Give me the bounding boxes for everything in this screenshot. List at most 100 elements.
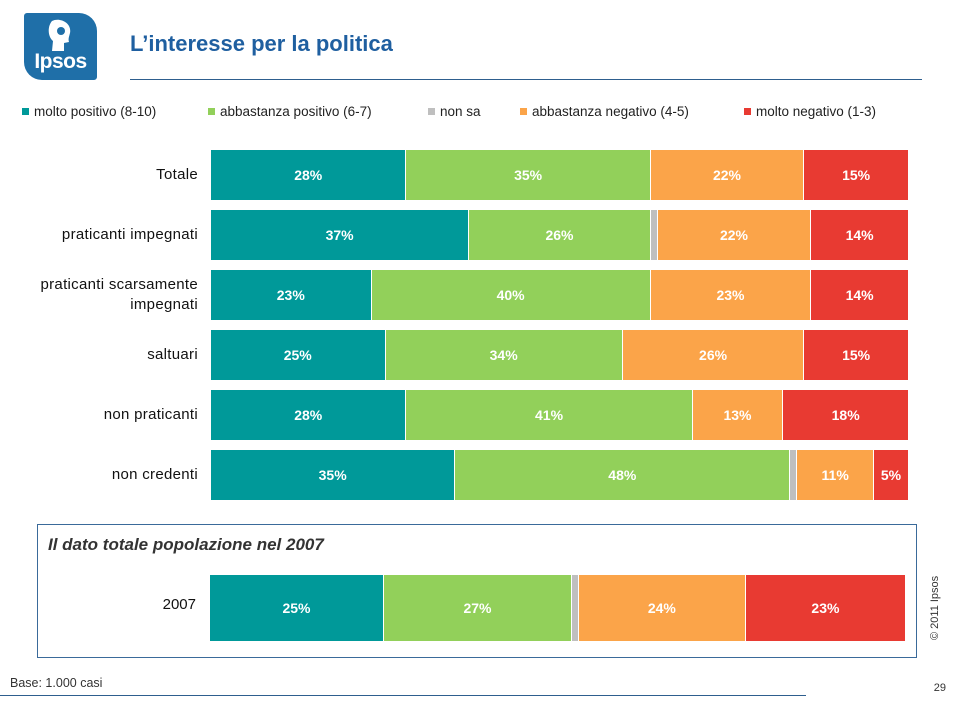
base-note: Base: 1.000 casi [10, 676, 103, 690]
bar-segment: 25% [210, 575, 384, 641]
bar-segment: 15% [804, 150, 909, 200]
bar-segment: 34% [385, 330, 623, 380]
panel-title: Il dato totale popolazione nel 2007 [48, 535, 324, 554]
legend-item: molto positivo (8-10) [22, 104, 156, 119]
panel-2007: Il dato totale popolazione nel 2007 2007… [37, 524, 917, 658]
category-label: saltuari [147, 346, 198, 363]
data-label: 26% [699, 347, 728, 363]
bar-segment: 25% [211, 330, 386, 380]
bar-segment: 14% [811, 210, 909, 260]
bar-segment: 11% [797, 450, 875, 500]
category-label: non credenti [111, 466, 198, 483]
data-label: 41% [535, 407, 564, 423]
bar-row: 25% 27% 24% 23% [210, 575, 906, 641]
data-label: 23% [811, 600, 840, 616]
data-label: 48% [608, 467, 637, 483]
data-label: 35% [318, 467, 347, 483]
bar-segment: 14% [811, 270, 909, 320]
data-label: 24% [647, 600, 676, 616]
legend-swatch [22, 107, 29, 115]
bar-segment: 28% [211, 390, 407, 440]
legend-swatch [520, 107, 527, 115]
copyright-text: © 2011 Ipsos [929, 575, 941, 640]
data-label: 40% [496, 287, 525, 303]
data-label: 18% [831, 407, 860, 423]
bar-segment [650, 210, 658, 260]
legend-label: abbastanza positivo (6-7) [220, 104, 372, 119]
data-label: 22% [712, 167, 742, 183]
legend-item: molto negativo (1-3) [744, 104, 876, 119]
data-label: 28% [294, 407, 323, 423]
bar-row: 35% 48% 11% 5% [211, 450, 909, 500]
page-title: L’interesse per la politica [130, 31, 393, 56]
main-stacked-bar-chart: Totale 28% 35% 22% 15% praticanti impegnati 37… [0, 140, 930, 510]
bar-segment: 28% [211, 150, 407, 200]
bar-segment: 22% [657, 210, 812, 260]
bar-segment: 37% [211, 210, 470, 260]
data-label: 28% [294, 167, 323, 183]
data-label: 25% [282, 600, 311, 616]
legend-item: non sa [428, 104, 481, 119]
data-label: 26% [545, 227, 574, 243]
bar-segment: 23% [211, 270, 372, 320]
category-label: 2007 [162, 596, 196, 613]
data-label: 25% [283, 347, 312, 363]
bar-segment [571, 575, 579, 641]
legend-item: abbastanza negativo (4-5) [520, 104, 689, 119]
bar-segment: 48% [455, 450, 791, 500]
data-label: 15% [842, 167, 871, 183]
category-label: praticanti scarsamente impegnati [40, 276, 198, 313]
logo-text: Ipsos [34, 50, 87, 73]
page-number: 29 [933, 682, 946, 694]
bar-segment: 40% [371, 270, 651, 320]
legend-swatch [428, 107, 435, 115]
bar-segment [790, 450, 798, 500]
data-label: 22% [719, 227, 748, 243]
bar-row: 28% 41% 13% 18% [211, 390, 909, 440]
bar-row: 37% 26% 22% 14% [211, 210, 909, 260]
category-label: Totale [156, 166, 198, 183]
bar-segment: 26% [622, 330, 805, 380]
bar-segment: 15% [804, 330, 909, 380]
bar-row: 28% 35% 22% 15% [211, 150, 909, 200]
category-label: non praticanti [103, 406, 198, 423]
data-label: 14% [845, 227, 874, 243]
data-label: 11% [821, 467, 849, 483]
bar-row: 23% 40% 23% 14% [211, 270, 909, 320]
bar-segment: 13% [692, 390, 784, 440]
legend-label: non sa [440, 104, 481, 119]
data-label: 37% [325, 227, 354, 243]
chart-legend: molto positivo (8-10) abbastanza positivo… [22, 104, 932, 124]
bar-row: 25% 34% 26% 15% [211, 330, 909, 380]
legend-label: molto negativo (1-3) [756, 104, 877, 119]
data-label: 27% [463, 600, 492, 616]
bar-segment: 35% [211, 450, 456, 500]
data-label: 34% [489, 347, 518, 363]
bar-segment: 26% [469, 210, 651, 260]
data-label: 35% [514, 167, 543, 183]
bar-segment: 35% [406, 150, 651, 200]
bar-segment: 22% [650, 150, 805, 200]
legend-label: abbastanza negativo (4-5) [532, 104, 689, 119]
data-label: 13% [723, 407, 752, 423]
legend-swatch [208, 107, 215, 115]
legend-swatch [744, 107, 751, 115]
legend-label: molto positivo (8-10) [34, 104, 157, 119]
bar-segment: 18% [783, 390, 909, 440]
bar-segment: 27% [384, 575, 572, 641]
data-label: 15% [842, 347, 871, 363]
ipsos-head-icon [48, 19, 71, 51]
data-label: 5% [880, 467, 902, 483]
bar-segment: 5% [874, 450, 909, 500]
bar-segment: 23% [650, 270, 812, 320]
data-label: 23% [716, 287, 745, 303]
footer-divider [0, 695, 806, 696]
data-label: 14% [845, 287, 874, 303]
bar-segment: 24% [578, 575, 746, 641]
title-divider [130, 79, 922, 80]
ipsos-logo: Ipsos [24, 13, 97, 80]
category-label: praticanti impegnati [61, 226, 198, 243]
data-label: 23% [276, 287, 305, 303]
legend-item: abbastanza positivo (6-7) [208, 104, 372, 119]
bar-segment: 23% [745, 575, 906, 641]
